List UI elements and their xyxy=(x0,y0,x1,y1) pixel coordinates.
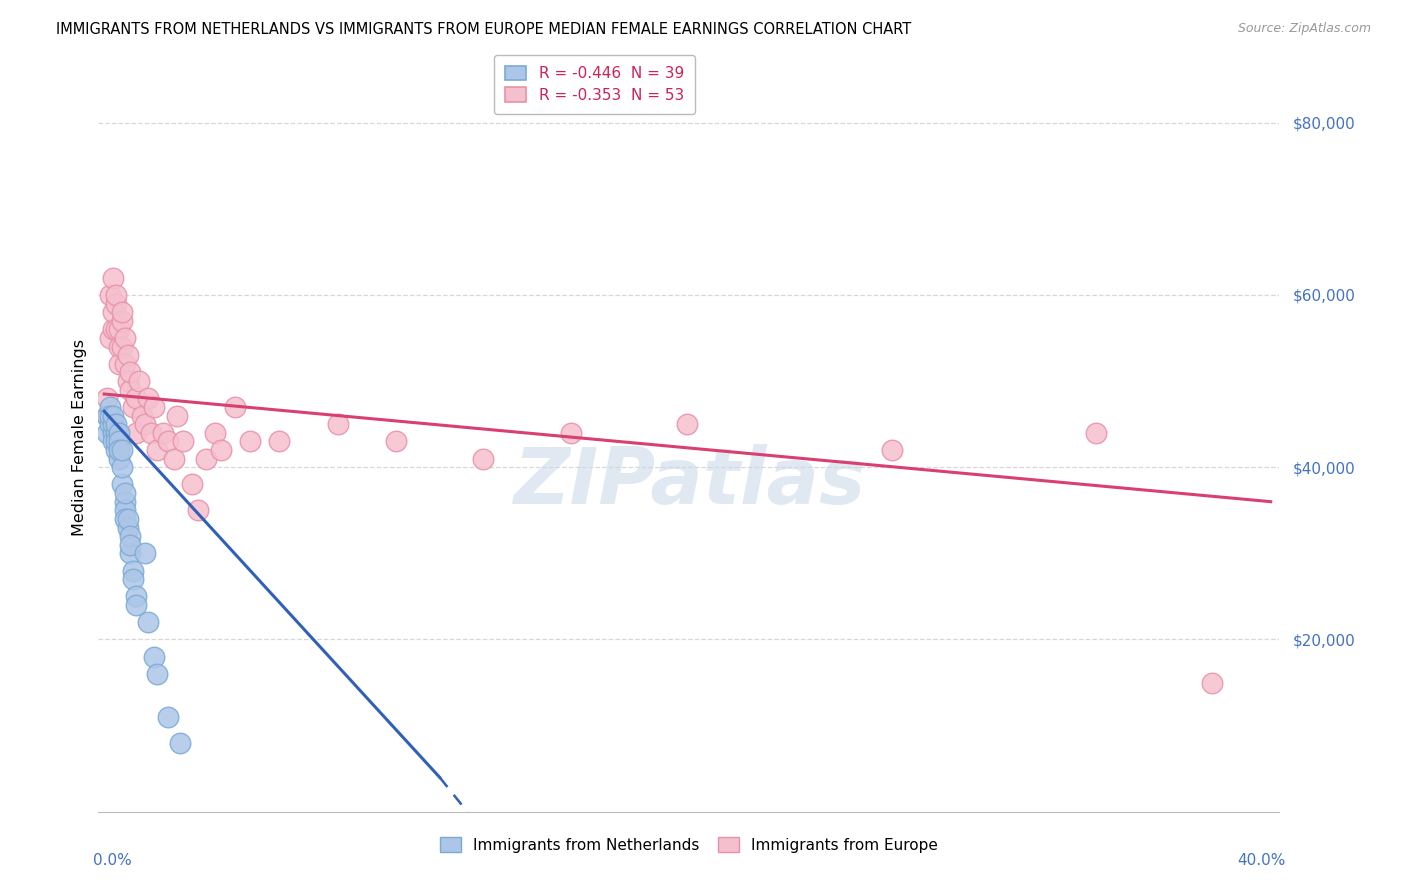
Point xyxy=(145,667,167,681)
Point xyxy=(104,296,127,310)
Point xyxy=(108,340,131,354)
Point xyxy=(108,425,131,440)
Point xyxy=(125,392,148,406)
Point xyxy=(108,322,131,336)
Point xyxy=(96,409,118,423)
Point xyxy=(111,460,134,475)
Point xyxy=(224,400,246,414)
Point xyxy=(117,520,139,534)
Point xyxy=(145,442,167,457)
Point xyxy=(98,331,121,345)
Point xyxy=(108,434,131,449)
Point xyxy=(269,434,291,449)
Point xyxy=(101,425,124,440)
Point xyxy=(120,538,142,552)
Point xyxy=(152,425,174,440)
Point xyxy=(111,314,134,328)
Legend: Immigrants from Netherlands, Immigrants from Europe: Immigrants from Netherlands, Immigrants … xyxy=(432,830,946,860)
Point xyxy=(101,417,124,432)
Text: ZIPatlas: ZIPatlas xyxy=(513,444,865,520)
Point xyxy=(101,409,124,423)
Point xyxy=(209,442,232,457)
Point xyxy=(122,572,145,586)
Point xyxy=(385,434,408,449)
Point xyxy=(111,442,134,457)
Y-axis label: Median Female Earnings: Median Female Earnings xyxy=(72,339,87,535)
Point xyxy=(117,374,139,388)
Point xyxy=(157,434,180,449)
Point xyxy=(111,305,134,319)
Point xyxy=(139,425,162,440)
Point xyxy=(560,425,582,440)
Point xyxy=(326,417,349,432)
Point xyxy=(111,477,134,491)
Point xyxy=(134,417,156,432)
Point xyxy=(195,451,218,466)
Text: Source: ZipAtlas.com: Source: ZipAtlas.com xyxy=(1237,22,1371,36)
Point xyxy=(163,451,186,466)
Point xyxy=(1084,425,1107,440)
Point xyxy=(111,340,134,354)
Point xyxy=(117,348,139,362)
Point xyxy=(128,374,150,388)
Point xyxy=(98,400,121,414)
Point xyxy=(104,417,127,432)
Point xyxy=(134,546,156,560)
Text: 40.0%: 40.0% xyxy=(1237,853,1285,868)
Point xyxy=(122,564,145,578)
Point xyxy=(114,331,136,345)
Point xyxy=(120,366,142,380)
Point xyxy=(104,425,127,440)
Point xyxy=(125,425,148,440)
Point xyxy=(136,615,159,630)
Point xyxy=(101,322,124,336)
Point xyxy=(114,357,136,371)
Point xyxy=(114,494,136,508)
Point xyxy=(96,409,118,423)
Point xyxy=(96,425,118,440)
Point xyxy=(122,400,145,414)
Point xyxy=(96,392,118,406)
Point xyxy=(98,417,121,432)
Point xyxy=(172,434,194,449)
Point xyxy=(180,477,202,491)
Point xyxy=(187,503,209,517)
Point xyxy=(120,529,142,543)
Point xyxy=(101,270,124,285)
Point xyxy=(108,357,131,371)
Point xyxy=(676,417,699,432)
Text: IMMIGRANTS FROM NETHERLANDS VS IMMIGRANTS FROM EUROPE MEDIAN FEMALE EARNINGS COR: IMMIGRANTS FROM NETHERLANDS VS IMMIGRANT… xyxy=(56,22,911,37)
Point xyxy=(104,434,127,449)
Point xyxy=(98,409,121,423)
Point xyxy=(142,400,165,414)
Point xyxy=(204,425,226,440)
Point xyxy=(1201,675,1223,690)
Point xyxy=(142,649,165,664)
Text: 0.0%: 0.0% xyxy=(93,853,131,868)
Point xyxy=(108,442,131,457)
Point xyxy=(125,590,148,604)
Point xyxy=(117,512,139,526)
Point xyxy=(98,288,121,302)
Point xyxy=(131,409,153,423)
Point xyxy=(125,598,148,612)
Point xyxy=(166,409,188,423)
Point xyxy=(239,434,262,449)
Point xyxy=(104,442,127,457)
Point xyxy=(120,546,142,560)
Point xyxy=(169,736,191,750)
Point xyxy=(104,288,127,302)
Point xyxy=(114,512,136,526)
Point xyxy=(136,392,159,406)
Point xyxy=(101,305,124,319)
Point xyxy=(120,383,142,397)
Point xyxy=(472,451,495,466)
Point xyxy=(157,710,180,724)
Point xyxy=(114,503,136,517)
Point xyxy=(104,322,127,336)
Point xyxy=(101,434,124,449)
Point xyxy=(114,486,136,500)
Point xyxy=(880,442,903,457)
Point xyxy=(108,451,131,466)
